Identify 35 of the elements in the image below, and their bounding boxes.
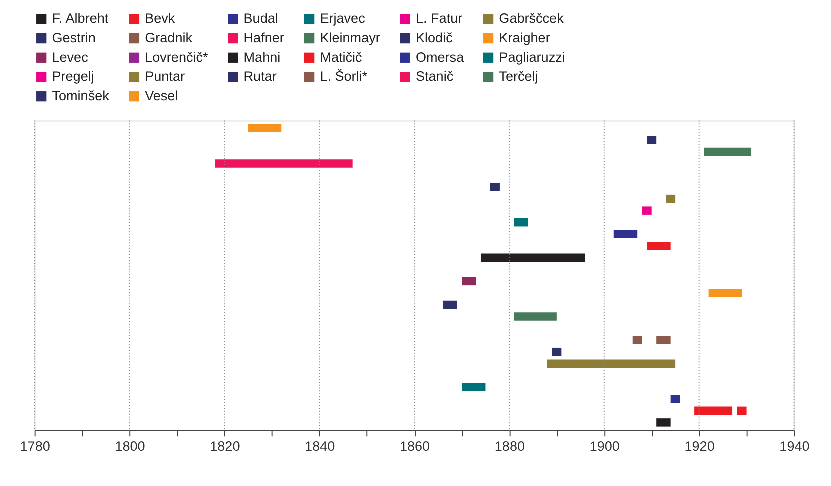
x-tick-label: 1880	[494, 439, 525, 454]
legend-label: Terčelj	[499, 69, 538, 84]
legend-label: Hafner	[244, 30, 285, 46]
legend-label: Kleinmayr	[320, 30, 381, 46]
legend-label: Gabrščcek	[499, 11, 564, 26]
legend-label: Puntar	[145, 69, 186, 84]
legend-label: Omersa	[416, 50, 465, 65]
legend-label: Stanič	[416, 69, 454, 84]
legend-label: Tominšek	[52, 88, 110, 104]
legend-label: Gradnik	[145, 30, 193, 46]
legend-label: Budal	[244, 11, 278, 26]
legend-label: Erjavec	[320, 11, 366, 26]
legend-label: Pagliaruzzi	[499, 50, 566, 65]
legend-label: Matičič	[320, 50, 363, 65]
legend-label: F. Albreht	[52, 11, 109, 26]
legend-label: Mahni	[244, 50, 281, 65]
x-tick-label: 1840	[305, 439, 336, 454]
legend-label: L. Fatur	[416, 11, 464, 26]
legend-label: Bevk	[145, 11, 176, 26]
legend-label: Kraigher	[499, 30, 551, 46]
legend-label: Klodič	[416, 30, 454, 46]
x-tick-label: 1940	[780, 439, 810, 454]
legend-label: Lovrenčič*	[145, 50, 210, 65]
legend-label: Levec	[52, 50, 89, 65]
legend-label: Pregelj	[52, 69, 94, 84]
legend-label: Vesel	[145, 88, 178, 104]
x-tick-label: 1860	[400, 439, 430, 454]
x-tick-label: 1900	[590, 439, 620, 454]
legend-label: Gestrin	[52, 30, 96, 46]
x-tick-label: 1920	[684, 439, 715, 454]
legend-label: L. Šorli*	[320, 69, 368, 84]
legend-label: Rutar	[244, 69, 278, 84]
x-tick-label: 1800	[115, 439, 146, 454]
x-tick-label: 1820	[210, 439, 240, 454]
x-tick-label: 1780	[20, 439, 50, 454]
